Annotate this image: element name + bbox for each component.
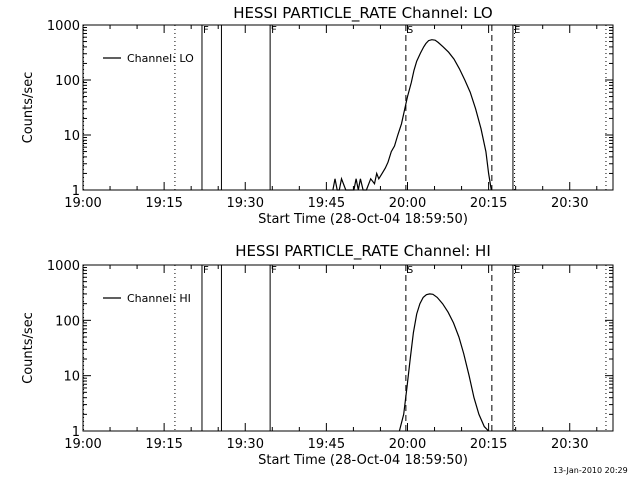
marker-label-6: S: [407, 265, 413, 276]
chart-panel-2: HESSI PARTICLE_RATE Channel: HI F F S E 19:00…: [21, 242, 614, 468]
x-tick-label: 20:00: [389, 196, 426, 211]
marker-label-6: S: [407, 25, 413, 36]
x-tick-label: 19:15: [145, 437, 182, 452]
marker-label-8: E: [514, 25, 520, 36]
plot-frame: [82, 24, 614, 191]
marker-label-8: E: [514, 265, 520, 276]
x-tick-label: 19:45: [308, 196, 345, 211]
x-tick-label: 19:30: [227, 437, 264, 452]
y-tick-label: 1: [72, 184, 80, 199]
x-tick-label: 20:00: [389, 437, 426, 452]
chart-panel-1: HESSI PARTICLE_RATE Channel: LO F F S E 19:00…: [21, 4, 614, 227]
chart-title: HESSI PARTICLE_RATE Channel: LO: [233, 4, 492, 23]
chart-title: HESSI PARTICLE_RATE Channel: HI: [235, 242, 491, 261]
timestamp-footer: 13-Jan-2010 20:29: [553, 466, 628, 475]
x-tick-label: 19:45: [308, 437, 345, 452]
y-axis-label: Counts/sec: [21, 312, 36, 384]
y-tick-label: 10: [63, 129, 80, 144]
y-tick-label: 1000: [47, 19, 80, 34]
y-tick-label: 100: [55, 314, 80, 329]
y-axis-label: Counts/sec: [21, 72, 36, 144]
series-line-1: [332, 39, 492, 191]
marker-label-5: F: [271, 25, 277, 36]
series-line-1: [398, 293, 490, 432]
x-axis-label: Start Time (28-Oct-04 18:59:50): [258, 453, 468, 468]
marker-label-3: F: [203, 25, 209, 36]
x-tick-label: 20:15: [470, 196, 507, 211]
y-tick-label: 1: [72, 425, 80, 440]
marker-label-5: F: [271, 265, 277, 276]
marker-label-3: F: [203, 265, 209, 276]
x-axis-label: Start Time (28-Oct-04 18:59:50): [258, 212, 468, 227]
legend-label: Channel: LO: [127, 52, 194, 65]
x-tick-label: 20:30: [551, 196, 588, 211]
x-tick-label: 19:00: [64, 196, 101, 211]
x-tick-label: 19:00: [64, 437, 101, 452]
y-tick-label: 100: [55, 74, 80, 89]
y-tick-label: 10: [63, 370, 80, 385]
x-tick-label: 20:30: [551, 437, 588, 452]
x-tick-label: 20:15: [470, 437, 507, 452]
plot-frame: [82, 264, 614, 432]
y-tick-label: 1000: [47, 259, 80, 274]
x-tick-label: 19:30: [227, 196, 264, 211]
x-tick-label: 19:15: [145, 196, 182, 211]
legend-label: Channel: HI: [127, 292, 191, 305]
